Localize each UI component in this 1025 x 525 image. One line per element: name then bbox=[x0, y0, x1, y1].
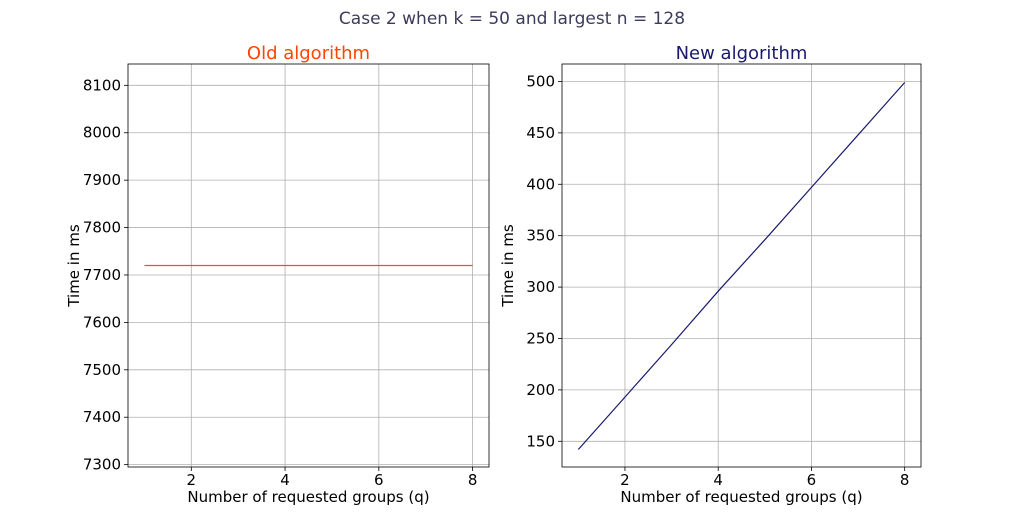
y-tick-label: 7900 bbox=[83, 171, 121, 189]
series-line bbox=[577, 82, 906, 450]
y-tick-label: 7700 bbox=[83, 266, 121, 284]
y-tick-label: 450 bbox=[526, 124, 555, 142]
plot-frame bbox=[561, 63, 922, 468]
x-tick-label: 8 bbox=[900, 471, 910, 489]
y-tick-label: 7400 bbox=[83, 408, 121, 426]
y-tick-label: 7600 bbox=[83, 313, 121, 331]
x-tick-label: 2 bbox=[620, 471, 630, 489]
x-tick-label: 8 bbox=[468, 471, 478, 489]
x-tick-label: 6 bbox=[807, 471, 817, 489]
panel-title: Old algorithm bbox=[247, 43, 370, 64]
y-tick-label: 350 bbox=[526, 227, 555, 245]
y-tick-label: 200 bbox=[526, 381, 555, 399]
x-tick-label: 4 bbox=[713, 471, 723, 489]
x-tick-label: 6 bbox=[374, 471, 384, 489]
y-tick-label: 7300 bbox=[83, 456, 121, 474]
y-tick-label: 400 bbox=[526, 175, 555, 193]
plot-frame bbox=[127, 63, 490, 468]
x-axis-label: Number of requested groups (q) bbox=[620, 488, 862, 506]
y-axis-label: Time in ms bbox=[65, 224, 83, 308]
y-tick-label: 500 bbox=[526, 72, 555, 90]
y-tick-label: 8100 bbox=[83, 76, 121, 94]
y-tick-label: 150 bbox=[526, 432, 555, 450]
x-tick-label: 2 bbox=[187, 471, 197, 489]
y-tick-label: 7500 bbox=[83, 361, 121, 379]
x-tick-label: 4 bbox=[280, 471, 290, 489]
old-algorithm-chart: 2 4 6 8 7300 7400 7500 7600 7700 7800 7900 8000 8100… bbox=[65, 43, 490, 506]
y-tick-label: 8000 bbox=[83, 124, 121, 142]
panel-title: New algorithm bbox=[676, 43, 808, 64]
y-tick-label: 250 bbox=[526, 329, 555, 347]
new-algorithm-chart: 2 4 6 8 150 200 250 300 350 400 450 500 New algorith… bbox=[499, 43, 922, 506]
x-axis-label: Number of requested groups (q) bbox=[187, 488, 429, 506]
y-axis-label: Time in ms bbox=[499, 224, 517, 308]
y-tick-label: 7800 bbox=[83, 219, 121, 237]
y-tick-label: 300 bbox=[526, 278, 555, 296]
figure-suptitle: Case 2 when k = 50 and largest n = 128 bbox=[339, 9, 685, 29]
